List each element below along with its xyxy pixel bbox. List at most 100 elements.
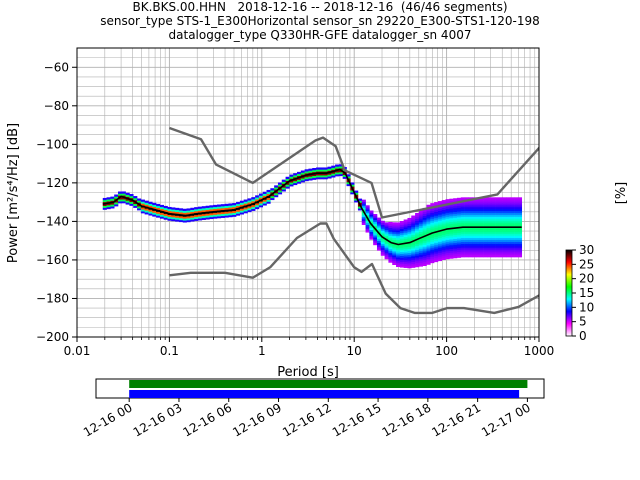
heatmap-cell <box>430 220 435 223</box>
heatmap-cell <box>167 206 172 210</box>
heatmap-cell <box>399 240 404 243</box>
heatmap-cell <box>476 214 481 217</box>
heatmap-cell <box>418 260 423 263</box>
heatmap-cell <box>144 202 149 205</box>
heatmap-cell <box>194 216 199 220</box>
heatmap-cell <box>399 244 404 247</box>
heatmap-cell <box>403 259 408 263</box>
heatmap-cell <box>239 202 244 205</box>
heatmap-cell <box>308 176 313 179</box>
heatmap-cell <box>293 173 298 176</box>
heatmap-cell <box>460 230 465 233</box>
heatmap-cell <box>171 209 176 212</box>
heatmap-cell <box>300 176 305 179</box>
heatmap-cell <box>396 253 401 256</box>
heatmap-cell <box>418 247 423 250</box>
heatmap-cell <box>483 239 488 242</box>
heatmap-cell <box>411 257 416 261</box>
heatmap-cell <box>152 206 157 209</box>
heatmap-cell <box>479 233 484 237</box>
heatmap-cell <box>441 232 446 236</box>
heatmap-cell <box>388 256 393 259</box>
heatmap-cell <box>460 203 465 206</box>
heatmap-cell <box>483 233 488 237</box>
heatmap-cell <box>456 247 462 251</box>
heatmap-cell <box>346 181 351 185</box>
heatmap-cell <box>399 247 404 251</box>
heatmap-cell <box>175 207 180 211</box>
heatmap-cell <box>156 211 161 214</box>
heatmap-cell <box>479 224 484 227</box>
heatmap-cell <box>327 172 332 175</box>
heatmap-cell <box>293 175 298 178</box>
heatmap-cell <box>197 210 203 213</box>
heatmap-cell <box>456 242 462 245</box>
heatmap-cell <box>418 233 423 236</box>
heatmap-cell <box>262 191 267 194</box>
heatmap-cell <box>468 206 473 210</box>
heatmap-cell <box>506 224 511 227</box>
heatmap-cell <box>152 210 157 213</box>
heatmap-cell <box>159 204 164 208</box>
heatmap-cell <box>430 243 435 246</box>
colorbar-tick-label: 30 <box>579 243 594 257</box>
heatmap-cell <box>491 201 496 204</box>
heatmap-cell <box>308 178 313 181</box>
heatmap-cell <box>156 213 161 216</box>
heatmap-cell <box>373 225 378 228</box>
heatmap-cell <box>514 255 519 258</box>
heatmap-cell <box>281 181 286 184</box>
heatmap-cell <box>418 235 423 238</box>
heatmap-cell <box>380 224 385 227</box>
heatmap-cell <box>399 249 404 253</box>
heatmap-cell <box>449 219 454 223</box>
heatmap-cell <box>243 209 248 212</box>
colorbar-gradient <box>565 249 573 337</box>
heatmap-cell <box>510 237 515 241</box>
heatmap-cell <box>514 239 519 242</box>
chart-title-line-1: BK.BKS.00.HHN 2018-12-16 -- 2018-12-16 (… <box>132 0 508 14</box>
heatmap-cell <box>460 251 465 254</box>
heatmap-cell <box>144 200 149 203</box>
heatmap-cell <box>510 241 515 244</box>
colorbar-tick-label: 20 <box>579 272 594 286</box>
heatmap-cell <box>243 203 248 206</box>
heatmap-cell <box>502 247 507 250</box>
heatmap-cell <box>434 217 439 220</box>
heatmap-cell <box>479 235 484 239</box>
heatmap-cell <box>426 212 431 215</box>
heatmap-cell <box>441 211 446 214</box>
heatmap-cell <box>491 241 496 244</box>
heatmap-cell <box>449 252 454 255</box>
heatmap-cell <box>464 233 469 237</box>
heatmap-cell <box>476 203 481 206</box>
heatmap-cell <box>117 199 123 202</box>
heatmap-cell <box>167 210 172 214</box>
heatmap-cell <box>437 253 443 256</box>
heatmap-cell <box>418 264 423 267</box>
heatmap-cell <box>323 175 328 178</box>
heatmap-cell <box>186 210 191 213</box>
heatmap-cell <box>434 240 439 243</box>
heatmap-cell <box>399 253 404 257</box>
heatmap-cell <box>186 219 191 223</box>
heatmap-cell <box>483 220 488 223</box>
heatmap-cell <box>483 241 488 244</box>
heatmap-cell <box>388 231 393 234</box>
heatmap-cell <box>125 198 130 201</box>
heatmap-cell <box>415 245 420 248</box>
heatmap-cell <box>430 241 435 244</box>
heatmap-cell <box>228 207 233 210</box>
heatmap-cell <box>380 220 385 224</box>
heatmap-cell <box>228 211 233 214</box>
colorbar-tick-label: 25 <box>579 257 594 271</box>
heatmap-cell <box>479 255 484 258</box>
heatmap-cell <box>460 253 465 256</box>
heatmap-cell <box>369 214 374 217</box>
heatmap-cell <box>517 222 523 225</box>
heatmap-cell <box>213 216 218 219</box>
heatmap-cell <box>506 243 511 246</box>
heatmap-cell <box>376 225 382 228</box>
heatmap-cell <box>460 212 465 215</box>
heatmap-cell <box>441 234 446 237</box>
